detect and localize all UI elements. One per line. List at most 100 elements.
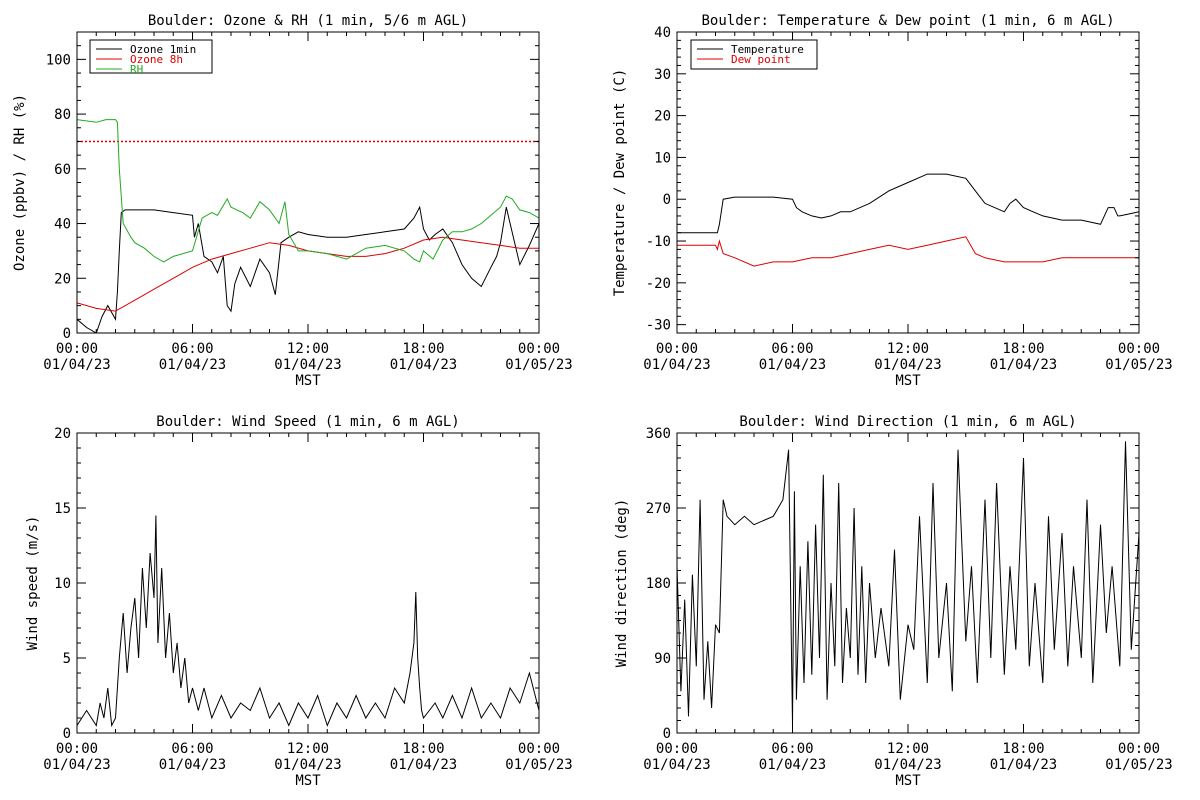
x-tick-time: 12:00 — [887, 741, 929, 757]
y-tick-label: 100 — [46, 52, 71, 68]
x-tick-time: 00:00 — [1118, 341, 1160, 357]
chart-title: Boulder: Temperature & Dew point (1 min,… — [701, 13, 1114, 29]
y-tick-label: 40 — [654, 25, 671, 41]
x-tick-time: 00:00 — [518, 341, 560, 357]
x-tick-date: 01/04/23 — [759, 757, 826, 773]
x-tick-time: 06:00 — [771, 341, 813, 357]
legend-box — [89, 39, 213, 74]
x-tick-time: 06:00 — [171, 341, 213, 357]
x-tick-time: 00:00 — [56, 341, 98, 357]
chart-title: Boulder: Ozone & RH (1 min, 5/6 m AGL) — [148, 13, 468, 29]
chart-panel-1: Boulder: Ozone & RH (1 min, 5/6 m AGL) 0 2… — [12, 13, 573, 389]
y-tick-label: 0 — [663, 192, 671, 208]
series-group — [77, 119, 539, 333]
x-tick-date: 01/04/23 — [874, 357, 941, 373]
x-tick-date: 01/04/23 — [390, 357, 457, 373]
plot-frame — [676, 432, 1140, 734]
y-tick-label: -30 — [646, 318, 671, 334]
legend-label: Dew point — [731, 53, 791, 66]
x-tick-time: 12:00 — [287, 741, 329, 757]
x-axis-label: MST — [895, 773, 921, 789]
x-tick-date: 01/04/23 — [43, 357, 110, 373]
x-tick-date: 01/05/23 — [505, 757, 572, 773]
y-axis-label: Wind speed (m/s) — [25, 516, 41, 651]
x-tick-time: 18:00 — [402, 341, 444, 357]
y-tick-label: 20 — [54, 271, 71, 287]
series-line-dew-point — [677, 236, 1139, 267]
x-axis-label: MST — [295, 373, 321, 389]
series-line-rh — [77, 119, 539, 263]
x-tick-date: 01/04/23 — [643, 357, 710, 373]
x-tick-date: 01/04/23 — [390, 757, 457, 773]
y-tick-label: 360 — [646, 426, 671, 442]
legend-label: Ozone 1min — [130, 43, 196, 56]
chart-panel-3: Boulder: Wind Speed (1 min, 6 m AGL) 0 5 10… — [25, 414, 573, 789]
x-tick-date: 01/04/23 — [274, 757, 341, 773]
chart-title: Boulder: Wind Direction (1 min, 6 m AGL) — [739, 414, 1076, 430]
legend-box — [690, 39, 818, 70]
x-tick-time: 18:00 — [1002, 741, 1044, 757]
y-tick-label: 180 — [646, 576, 671, 592]
x-tick-date: 01/04/23 — [43, 757, 110, 773]
x-tick-date: 01/04/23 — [159, 357, 226, 373]
plot-frame — [76, 432, 540, 734]
legend-label: Temperature — [731, 43, 804, 56]
y-tick-label: 40 — [54, 217, 71, 233]
series-group — [77, 515, 539, 728]
y-tick-label: 0 — [63, 326, 71, 342]
x-tick-time: 00:00 — [518, 741, 560, 757]
plot-frame — [76, 31, 540, 334]
y-tick-label: 20 — [654, 109, 671, 125]
x-tick-time: 00:00 — [656, 341, 698, 357]
x-tick-date: 01/04/23 — [990, 757, 1057, 773]
series-line-ozone-8h — [77, 236, 539, 312]
y-tick-label: 270 — [646, 501, 671, 517]
series-line-1 — [77, 515, 539, 728]
series-line-ozone-1min — [77, 205, 539, 333]
x-tick-date: 01/04/23 — [990, 357, 1057, 373]
chart-title: Boulder: Wind Speed (1 min, 6 m AGL) — [156, 414, 459, 430]
x-axis-label: MST — [295, 773, 321, 789]
x-tick-date: 01/05/23 — [1105, 357, 1172, 373]
x-tick-time: 00:00 — [1118, 741, 1160, 757]
y-tick-label: 10 — [54, 576, 71, 592]
legend-label: Ozone 8h — [130, 53, 183, 66]
y-tick-label: 10 — [654, 150, 671, 166]
x-tick-time: 06:00 — [171, 741, 213, 757]
x-tick-date: 01/04/23 — [159, 757, 226, 773]
legend-label: RH — [130, 63, 143, 76]
series-line-1 — [677, 441, 1139, 725]
x-tick-date: 01/04/23 — [643, 757, 710, 773]
y-tick-label: 60 — [54, 162, 71, 178]
series-group — [677, 173, 1139, 267]
y-axis-label: Temperature / Dew point (C) — [612, 69, 628, 297]
x-tick-date: 01/05/23 — [505, 357, 572, 373]
y-tick-label: 80 — [54, 107, 71, 123]
y-tick-label: 15 — [54, 501, 71, 517]
y-tick-label: 0 — [63, 726, 71, 742]
y-axis-label: Ozone (ppbv) / RH (%) — [12, 94, 28, 271]
x-tick-date: 01/04/23 — [759, 357, 826, 373]
x-tick-date: 01/04/23 — [874, 757, 941, 773]
chart-panel-2: Boulder: Temperature & Dew point (1 min,… — [612, 13, 1173, 389]
x-tick-time: 06:00 — [771, 741, 813, 757]
y-axis-label: Wind direction (deg) — [614, 499, 630, 668]
x-tick-time: 12:00 — [887, 341, 929, 357]
x-tick-date: 01/05/23 — [1105, 757, 1172, 773]
y-tick-label: 30 — [654, 67, 671, 83]
x-tick-date: 01/04/23 — [274, 357, 341, 373]
y-tick-label: 90 — [654, 651, 671, 667]
x-tick-time: 00:00 — [56, 741, 98, 757]
y-tick-label: -20 — [646, 276, 671, 292]
y-tick-label: 5 — [63, 651, 71, 667]
y-tick-label: 0 — [663, 726, 671, 742]
series-line-temperature — [677, 173, 1139, 234]
series-group — [677, 441, 1139, 725]
x-axis-label: MST — [895, 373, 921, 389]
x-tick-time: 00:00 — [656, 741, 698, 757]
chart-panel-4: Boulder: Wind Direction (1 min, 6 m AGL)… — [614, 414, 1173, 789]
y-tick-label: 20 — [54, 426, 71, 442]
